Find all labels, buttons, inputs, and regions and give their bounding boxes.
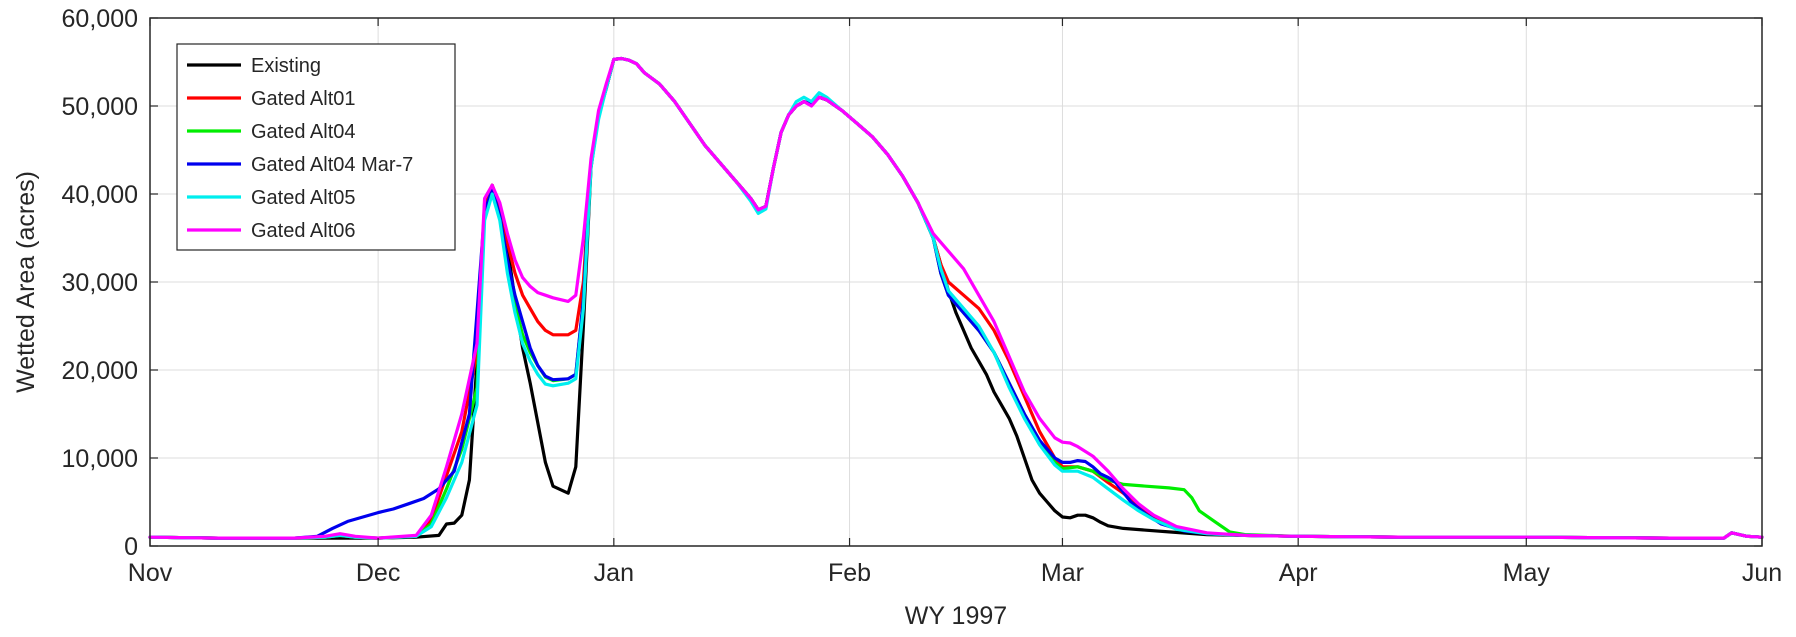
y-tick-label: 0 [124, 533, 138, 561]
y-tick-label: 10,000 [62, 445, 138, 473]
legend-entry-label: Gated Alt05 [251, 187, 356, 209]
x-tick-label: Nov [128, 559, 173, 587]
y-tick-label: 40,000 [62, 181, 138, 209]
legend-entry-label: Gated Alt04 Mar-7 [251, 154, 413, 176]
legend-entry-label: Gated Alt04 [251, 121, 356, 143]
series-line-5 [148, 56, 1764, 540]
y-tick-label: 60,000 [62, 5, 138, 33]
y-tick-label: 50,000 [62, 93, 138, 121]
x-tick-label: Apr [1279, 559, 1318, 587]
legend: Existing Gated Alt01 Gated Alt04 Gated Alt0… [176, 43, 456, 251]
x-tick-label: May [1503, 559, 1551, 587]
x-tick-label: Jun [1742, 559, 1782, 587]
x-axis-ticks: Nov Dec Jan Feb Mar Apr May Jun [128, 18, 1782, 587]
x-axis-label: WY 1997 [905, 602, 1007, 630]
legend-entry-label: Gated Alt06 [251, 220, 356, 242]
y-tick-label: 30,000 [62, 269, 138, 297]
x-tick-label: Feb [828, 559, 871, 587]
series-lines [148, 56, 1764, 540]
legend-box [176, 43, 456, 251]
x-tick-label: Mar [1041, 559, 1084, 587]
legend-entry-label: Gated Alt01 [251, 88, 356, 110]
y-axis-ticks: 0 10,000 20,000 30,000 40,000 50,000 60,000 [62, 5, 1762, 561]
y-axis-label: Wetted Area (acres) [12, 171, 40, 393]
x-tick-label: Jan [594, 559, 634, 587]
y-tick-label: 20,000 [62, 357, 138, 385]
legend-entry-label: Existing [251, 55, 321, 77]
x-tick-label: Dec [356, 559, 400, 587]
